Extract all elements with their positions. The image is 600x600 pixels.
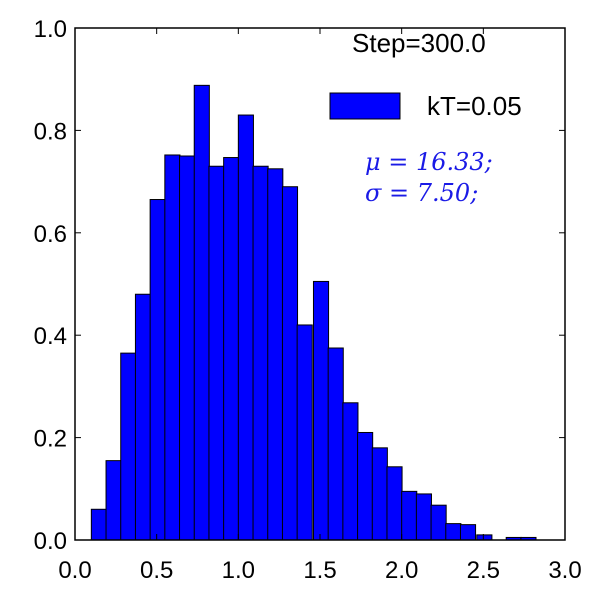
y-tick-label: 0.6 xyxy=(34,221,67,248)
histogram-bar xyxy=(179,155,196,541)
histogram-bar xyxy=(312,280,330,541)
axis-ticks xyxy=(74,27,566,541)
histogram-bar xyxy=(342,402,359,541)
histogram-bar xyxy=(327,347,344,541)
mu-annotation: μ = 16.33; xyxy=(365,148,493,176)
histogram-bar xyxy=(134,293,152,541)
histogram-bar xyxy=(223,157,240,541)
histogram-bar xyxy=(105,460,122,541)
histogram-bar xyxy=(445,523,462,541)
histogram-bar xyxy=(296,324,313,541)
histogram-bar xyxy=(208,165,225,541)
step-annotation: Step=300.0 xyxy=(352,28,486,58)
histogram-bar xyxy=(252,165,269,541)
sigma-annotation: σ = 7.50; xyxy=(365,179,478,207)
histogram-bar xyxy=(281,186,299,541)
histogram-bar xyxy=(415,493,432,541)
histogram-bar xyxy=(237,114,254,541)
x-tick-label: 0.0 xyxy=(58,557,91,584)
y-tick-label: 0.2 xyxy=(34,426,67,453)
legend-swatch xyxy=(329,92,401,120)
histogram-bar xyxy=(476,534,493,541)
histogram-bar xyxy=(149,199,166,541)
y-tick-label: 0.4 xyxy=(34,323,67,350)
histogram-bar xyxy=(386,466,403,541)
histogram-bar xyxy=(401,490,418,541)
y-tick-labels: 0.0 0.2 0.4 0.6 0.8 1.0 xyxy=(34,16,67,555)
y-tick-label: 0.8 xyxy=(34,118,67,145)
histogram-bar xyxy=(357,431,374,541)
x-tick-label: 1.0 xyxy=(222,557,255,584)
histogram-bar xyxy=(193,84,210,541)
x-tick-label: 2.0 xyxy=(385,557,418,584)
histogram-bar xyxy=(90,508,107,541)
y-tick-label: 0.0 xyxy=(34,528,67,555)
x-tick-label: 1.5 xyxy=(303,557,336,584)
x-tick-labels: 0.0 0.5 1.0 1.5 2.0 2.5 3.0 xyxy=(58,557,581,584)
histogram-bar xyxy=(430,504,447,541)
histogram-bar xyxy=(371,447,388,541)
x-tick-label: 0.5 xyxy=(140,557,173,584)
histogram-bar xyxy=(267,168,284,541)
histogram-bars xyxy=(90,84,537,541)
x-tick-label: 2.5 xyxy=(467,557,500,584)
legend-label: kT=0.05 xyxy=(427,91,522,121)
y-tick-label: 1.0 xyxy=(34,16,67,43)
histogram-bar xyxy=(120,352,137,541)
histogram-bar xyxy=(459,524,477,541)
x-tick-label: 3.0 xyxy=(548,557,581,584)
histogram-bar xyxy=(164,154,181,541)
